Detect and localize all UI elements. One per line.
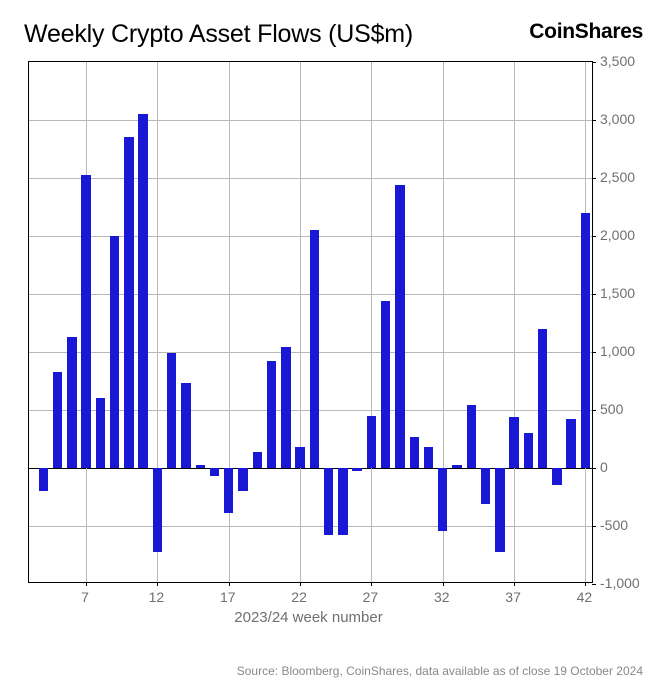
y-axis-label: 0 [600,459,608,475]
y-axis-label: 2,000 [600,227,635,243]
plot-region [28,61,593,583]
bar [53,372,62,468]
y-tick [592,410,596,411]
bar [395,185,404,468]
bar [338,468,347,535]
y-tick [592,236,596,237]
y-tick [592,468,596,469]
x-tick [86,582,87,586]
zero-line [29,468,592,469]
bar [310,230,319,468]
x-tick [157,582,158,586]
x-axis-label: 22 [291,589,307,605]
h-gridline [29,526,592,527]
bar [295,447,304,468]
bar [352,468,361,471]
bar [581,213,590,468]
bar [538,329,547,468]
x-tick [229,582,230,586]
source-text: Source: Bloomberg, CoinShares, data avai… [237,664,643,678]
y-tick [592,178,596,179]
bar [481,468,490,504]
bar [110,236,119,468]
chart-area: 2023/24 week number -1,000-50005001,0001… [24,61,643,613]
v-gridline [371,62,372,582]
y-axis-label: 2,500 [600,169,635,185]
bar [138,114,147,468]
brand-logo: CoinShares [529,20,643,44]
x-tick [443,582,444,586]
bar [167,353,176,468]
x-tick [371,582,372,586]
chart-title: Weekly Crypto Asset Flows (US$m) [24,20,413,49]
bar [367,416,376,468]
bar [495,468,504,552]
bar [181,383,190,468]
bar [224,468,233,513]
bar [424,447,433,468]
bar [509,417,518,468]
y-tick [592,294,596,295]
x-axis-label: 27 [363,589,379,605]
y-tick [592,526,596,527]
y-axis-label: 3,500 [600,53,635,69]
bar [566,419,575,468]
bar [238,468,247,491]
v-gridline [514,62,515,582]
x-axis-label: 42 [577,589,593,605]
bar [410,437,419,468]
h-gridline [29,178,592,179]
x-tick [514,582,515,586]
bar [253,452,262,468]
y-axis-label: 500 [600,401,623,417]
y-tick [592,62,596,63]
y-axis-label: 1,500 [600,285,635,301]
v-gridline [300,62,301,582]
y-axis-label: -1,000 [600,575,640,591]
bar [381,301,390,468]
x-axis-label: 7 [81,589,89,605]
bar [96,398,105,468]
bar [124,137,133,468]
x-axis-title: 2023/24 week number [24,609,593,626]
bar [67,337,76,468]
bar [467,405,476,468]
x-tick [300,582,301,586]
bar [81,175,90,468]
bar [281,347,290,468]
h-gridline [29,120,592,121]
bar [196,465,205,468]
y-tick [592,120,596,121]
y-axis-label: -500 [600,517,628,533]
x-axis-label: 17 [220,589,236,605]
y-axis-label: 1,000 [600,343,635,359]
x-tick [585,582,586,586]
bar [39,468,48,491]
x-axis-label: 37 [505,589,521,605]
bar [210,468,219,476]
bar [552,468,561,485]
x-axis-label: 12 [149,589,165,605]
y-tick [592,352,596,353]
bar [324,468,333,535]
y-axis-label: 3,000 [600,111,635,127]
y-tick [592,584,596,585]
bar [452,465,461,468]
bar [524,433,533,468]
x-axis-label: 32 [434,589,450,605]
bar [153,468,162,552]
bar [267,361,276,468]
bar [438,468,447,531]
